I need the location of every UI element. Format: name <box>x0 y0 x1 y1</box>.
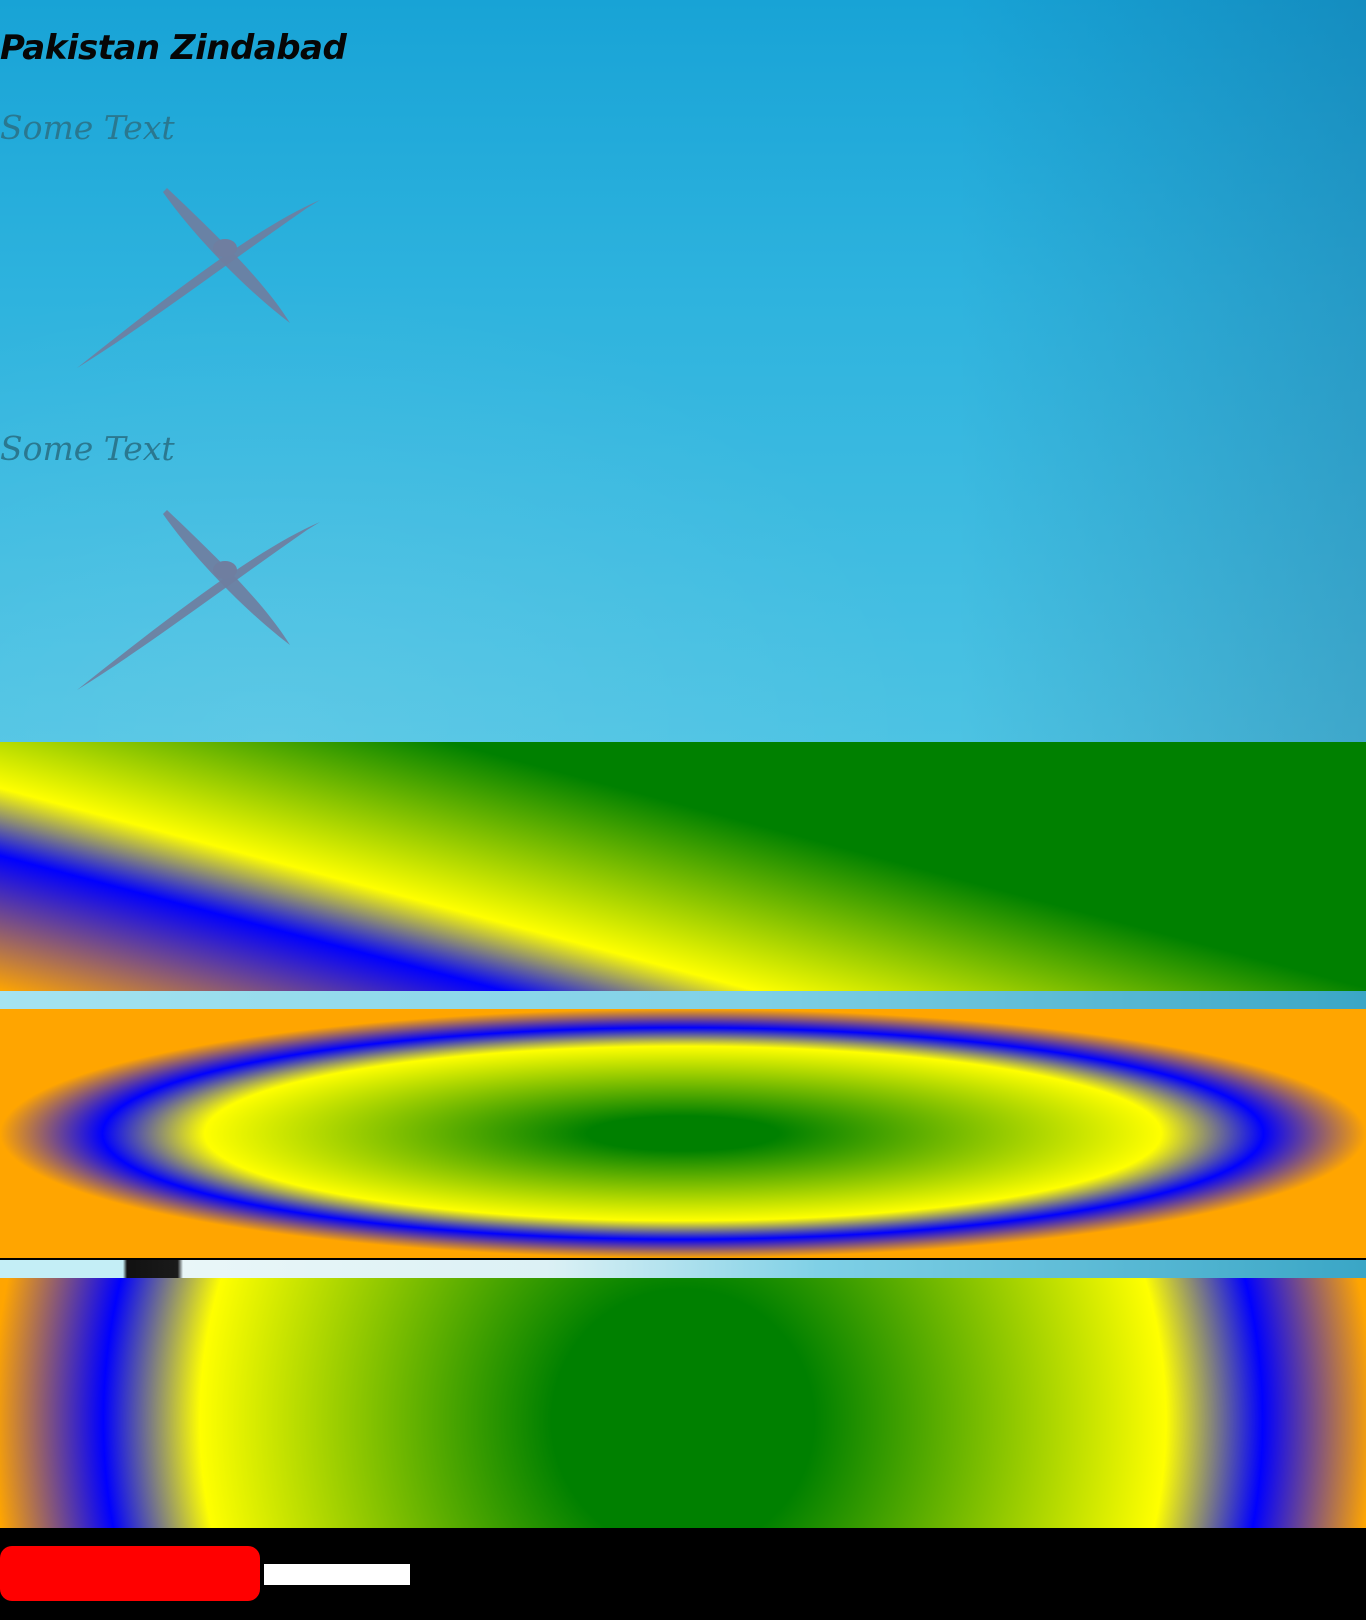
divider-strip <box>0 991 1366 1009</box>
divider-strip <box>0 1260 1366 1278</box>
page-title: Pakistan Zindabad <box>0 28 347 68</box>
red-button[interactable] <box>0 1546 260 1601</box>
section-text: Some Text <box>0 108 175 147</box>
section-text: Some Text <box>0 429 175 468</box>
hero-background: Pakistan Zindabad Some Text Some Text <box>0 0 1366 742</box>
radial-circle-gradient-panel <box>0 1278 1366 1528</box>
crossed-swords-icon <box>77 510 320 690</box>
crossed-swords-icon <box>77 188 320 368</box>
linear-gradient-panel <box>0 742 1366 991</box>
radial-ellipse-gradient-panel <box>0 1009 1366 1258</box>
text-field[interactable] <box>264 1564 410 1585</box>
footer <box>0 1528 1366 1620</box>
